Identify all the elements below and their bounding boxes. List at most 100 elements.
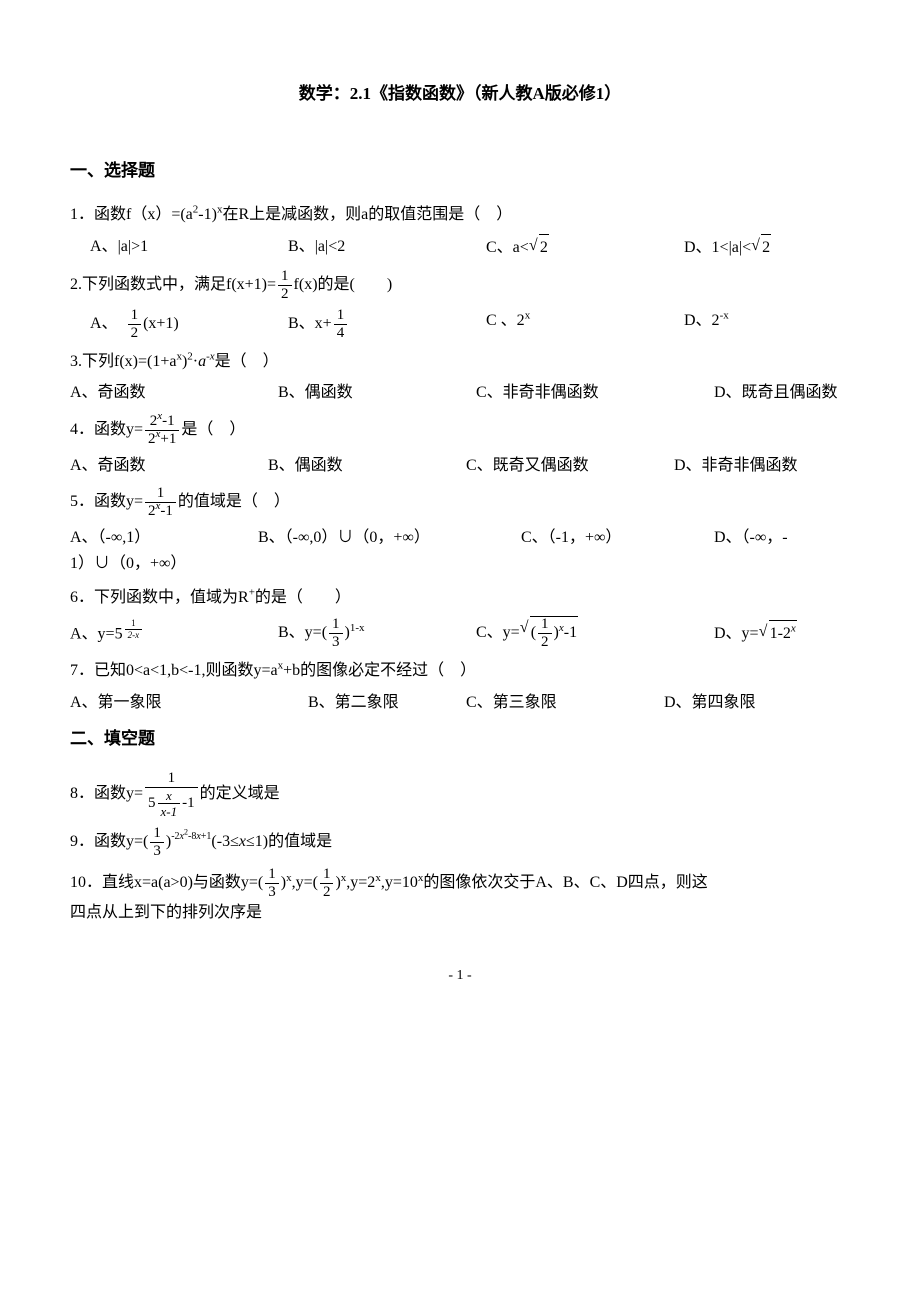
- text: 2.下列函数式中，满足f(x+1)=: [70, 276, 276, 293]
- document-page: 数学：2.1《指数函数》（新人教A版必修1） 一、选择题 1．函数f（x）=(a…: [0, 0, 920, 1027]
- num: 1: [538, 617, 552, 634]
- question-3: 3.下列f(x)=(1+ax)2·a-x是（ ） A、奇函数 B、偶函数 C、非…: [70, 349, 850, 406]
- text: B、x+: [288, 315, 332, 332]
- text: 8．函数y=: [70, 785, 143, 802]
- text: C、y=: [476, 624, 520, 641]
- text: |a|: [729, 239, 743, 256]
- question-9: 9．函数y=(13)-2x2-8x+1(-3≤x≤1)的值域是: [70, 826, 850, 859]
- text: (x+1): [143, 315, 179, 332]
- q4-options: A、奇函数 B、偶函数 C、既奇又偶函数 D、非奇非偶函数: [70, 453, 850, 479]
- question-1: 1．函数f（x）=(a2-1)x在R上是减函数，则a的取值范围是（ ） A、|a…: [70, 202, 850, 260]
- question-8: 8．函数y=1 5xx-1-1 的定义域是: [70, 771, 850, 818]
- text: -2: [171, 831, 179, 842]
- option-C: C、y=(12)x-1: [476, 616, 714, 650]
- text: +1: [160, 431, 176, 447]
- num: 1: [145, 486, 176, 503]
- text: 9．函数y=(: [70, 833, 148, 850]
- option-D: D、非奇非偶函数: [674, 453, 806, 479]
- text: ,y=2: [346, 874, 375, 891]
- question-4: 4．函数y=2x-12x+1是（ ） A、奇函数 B、偶函数 C、既奇又偶函数 …: [70, 414, 850, 479]
- option-B: B、第二象限: [308, 690, 466, 716]
- text: -1: [160, 503, 173, 519]
- text: -1: [182, 794, 195, 810]
- option-B: B、（-∞,0）∪（0，+∞）: [258, 525, 521, 551]
- text: D、1<: [684, 239, 729, 256]
- option-C: C、第三象限: [466, 690, 664, 716]
- num: 1: [320, 867, 334, 884]
- text: C、a<: [486, 239, 529, 256]
- option-A: A、奇函数: [70, 453, 268, 479]
- text: 是（ ）: [181, 421, 245, 438]
- option-D: D、y=1-2x: [714, 620, 805, 647]
- text: 7．已知0<a<1,b<-1,则函数y=a: [70, 662, 278, 679]
- sup: -x: [720, 309, 729, 321]
- q2-options: A、 12(x+1) B、x+14 C 、2x D、2-x: [90, 308, 850, 341]
- den: 3: [150, 843, 164, 859]
- num: 1: [278, 269, 292, 286]
- text: (-3≤: [211, 833, 238, 850]
- question-5: 5．函数y=12x-1的值域是（ ） A、（-∞,1） B、（-∞,0）∪（0，…: [70, 486, 850, 576]
- q4-stem: 4．函数y=2x-12x+1是（ ）: [70, 414, 850, 447]
- text: <2: [328, 238, 345, 255]
- question-10: 10．直线x=a(a>0)与函数y=(13)x,y=(12)x,y=2x,y=1…: [70, 867, 850, 926]
- text: A、: [90, 315, 126, 332]
- q1-options: A、|a|>1 B、|a|<2 C、a<2 D、1<|a|<2: [90, 234, 850, 261]
- text: 的定义域是: [200, 785, 280, 802]
- option-C: C、非奇非偶函数: [476, 380, 714, 406]
- page-number: - 1 -: [70, 965, 850, 987]
- text: |a|: [118, 238, 132, 255]
- option-A: A、第一象限: [70, 690, 308, 716]
- option-D: D、2-x: [684, 308, 737, 341]
- text: +b的图像必定不经过（ ）: [283, 662, 476, 679]
- text: 1-2: [770, 625, 791, 642]
- option-B: B、偶函数: [268, 453, 466, 479]
- italic: a: [198, 353, 206, 370]
- den: 4: [334, 325, 348, 341]
- den: x-1: [158, 804, 181, 818]
- option-C: C 、2x: [486, 308, 684, 341]
- q2-stem: 2.下列函数式中，满足f(x+1)=12f(x)的是( ): [70, 269, 850, 302]
- text: 5: [148, 794, 156, 810]
- option-A: A、（-∞,1）: [70, 525, 258, 551]
- text: D、2: [684, 312, 720, 329]
- q3-stem: 3.下列f(x)=(1+ax)2·a-x是（ ）: [70, 349, 850, 375]
- text: A、y=5: [70, 626, 123, 643]
- option-B: B、|a|<2: [288, 234, 486, 261]
- q6-options: A、y=512-x B、y=(13)1-x C、y=(12)x-1 D、y=1-…: [70, 616, 850, 650]
- q5-stem: 5．函数y=12x-1的值域是（ ）: [70, 486, 850, 519]
- num: 1: [150, 826, 164, 843]
- option-B: B、偶函数: [278, 380, 476, 406]
- option-A: A、|a|>1: [90, 234, 288, 261]
- text: 6．下列函数中，值域为R: [70, 589, 249, 606]
- option-A: A、奇函数: [70, 380, 278, 406]
- sup: -x: [206, 350, 215, 362]
- text: 3.下列f(x)=(1+a: [70, 353, 176, 370]
- den: 2: [320, 884, 334, 900]
- q7-options: A、第一象限 B、第二象限 C、第三象限 D、第四象限: [70, 690, 850, 716]
- text: +1: [201, 831, 212, 842]
- option-D: D、既奇且偶函数: [714, 380, 846, 406]
- option-D: D、第四象限: [664, 690, 764, 716]
- text: 4．函数y=: [70, 421, 143, 438]
- text: 10．直线x=a(a>0)与函数y=(: [70, 874, 263, 891]
- radicand: 2: [761, 234, 771, 261]
- question-2: 2.下列函数式中，满足f(x+1)=12f(x)的是( ) A、 12(x+1)…: [70, 269, 850, 341]
- q7-stem: 7．已知0<a<1,b<-1,则函数y=ax+b的图像必定不经过（ ）: [70, 658, 850, 684]
- num: x: [158, 789, 181, 804]
- q10-line2: 四点从上到下的排列次序是: [70, 900, 850, 926]
- q1-stem: 1．函数f（x）=(a2-1)x在R上是减函数，则a的取值范围是（ ）: [70, 202, 850, 228]
- num: 1: [334, 308, 348, 325]
- section-2-heading: 二、填空题: [70, 725, 850, 752]
- q3-options: A、奇函数 B、偶函数 C、非奇非偶函数 D、既奇且偶函数: [70, 380, 850, 406]
- den: 3: [265, 884, 279, 900]
- text: 的值域是（ ）: [178, 494, 290, 511]
- text: B、y=(: [278, 624, 327, 641]
- text: A、: [90, 238, 118, 255]
- option-D: D、（-∞，-: [714, 525, 796, 551]
- text: B、: [288, 238, 315, 255]
- num: 1: [145, 771, 198, 788]
- text: C 、2: [486, 312, 525, 329]
- text: -1: [564, 624, 577, 641]
- section-1-heading: 一、选择题: [70, 157, 850, 184]
- option-C: C、既奇又偶函数: [466, 453, 674, 479]
